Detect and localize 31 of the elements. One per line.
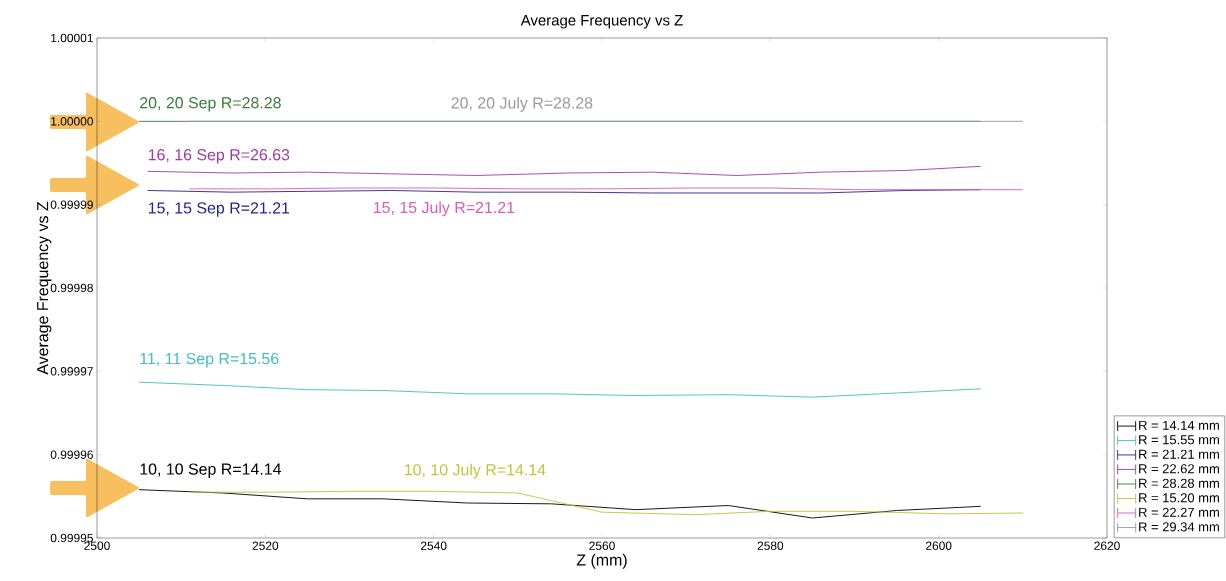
y-tick-label: 0.99997 <box>50 367 93 376</box>
legend-label: R = 21.21 mm <box>1139 449 1219 459</box>
y-tick-label: 1.00000 <box>51 117 94 126</box>
annotation: 11, 11 Sep R=15.56 <box>140 352 279 368</box>
chart-title: Average Frequency vs Z <box>520 15 683 29</box>
x-tick-label: 2600 <box>925 541 952 550</box>
legend-label: R = 14.14 mm <box>1139 420 1219 430</box>
legend-label: R = 29.34 mm <box>1139 522 1219 532</box>
y-tick-label: 0.99998 <box>50 283 93 293</box>
legend-label: R = 22.62 mm <box>1139 464 1219 474</box>
annotation: 20, 20 Sep R=28.28 <box>140 97 281 112</box>
annotation: 15, 15 July R=21.21 <box>374 201 515 217</box>
legend-label: R = 28.28 mm <box>1139 478 1219 488</box>
annotation: 20, 20 July R=28.28 <box>451 96 593 112</box>
x-tick-label: 2500 <box>84 541 110 550</box>
annotation: 10, 10 Sep R=14.14 <box>140 463 282 478</box>
legend-label: R = 22.27 mm <box>1139 507 1219 517</box>
x-axis-title: Z (mm) <box>576 553 627 569</box>
x-tick-label: 2520 <box>252 541 279 550</box>
x-tick-label: 2560 <box>589 541 615 550</box>
x-tick-label: 2620 <box>1094 541 1120 550</box>
annotation: 15, 15 Sep R=21.21 <box>148 202 290 217</box>
annotation: 16, 16 Sep R=26.63 <box>148 149 290 164</box>
y-tick-label: 1.00001 <box>51 33 93 43</box>
x-tick-label: 2580 <box>757 541 784 550</box>
y-tick-label: 0.99996 <box>50 450 93 459</box>
legend-label: R = 15.20 mm <box>1139 493 1219 503</box>
y-tick-label: 0.99995 <box>50 533 93 543</box>
legend-label: R = 15.55 mm <box>1139 435 1219 445</box>
x-tick-label: 2540 <box>420 541 447 550</box>
annotation: 10, 10 July R=14.14 <box>405 463 546 479</box>
